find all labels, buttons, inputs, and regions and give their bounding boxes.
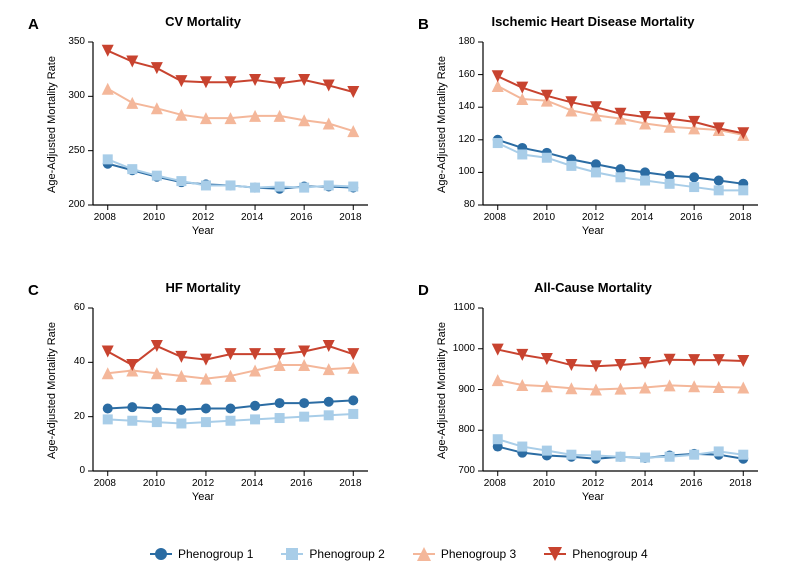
x-tick-label: 2012 (582, 212, 604, 223)
legend-item: Phenogroup 3 (413, 547, 516, 561)
legend: Phenogroup 1 Phenogroup 2 Phenogroup 3 P… (150, 547, 648, 561)
x-tick-label: 2008 (484, 212, 506, 223)
x-tick-label: 2016 (290, 212, 312, 223)
chart-title: Ischemic Heart Disease Mortality (418, 14, 768, 29)
y-tick-label: 1100 (453, 302, 475, 313)
x-tick-label: 2010 (533, 212, 555, 223)
y-tick-label: 800 (458, 424, 475, 435)
x-tick-label: 2014 (631, 478, 653, 489)
panel-allcause-mortality: DAll-Cause Mortality70080090010001100200… (418, 278, 768, 513)
x-axis-label: Year (28, 225, 378, 237)
x-tick-label: 2008 (484, 478, 506, 489)
x-tick-label: 2012 (192, 212, 214, 223)
x-tick-label: 2008 (94, 212, 116, 223)
y-tick-label: 180 (458, 36, 475, 47)
x-tick-label: 2012 (582, 478, 604, 489)
x-axis-label: Year (28, 491, 378, 503)
legend-item: Phenogroup 1 (150, 547, 253, 561)
y-tick-label: 40 (74, 356, 85, 367)
panel-cv-mortality: ACV Mortality200250300350200820102012201… (28, 12, 378, 247)
chart-title: CV Mortality (28, 14, 378, 29)
y-axis-label: Age-Adjusted Mortality Rate (46, 56, 58, 193)
y-tick-label: 120 (458, 134, 475, 145)
x-tick-label: 2010 (533, 478, 555, 489)
y-tick-label: 350 (68, 36, 85, 47)
x-axis-label: Year (418, 491, 768, 503)
y-tick-label: 140 (458, 101, 475, 112)
legend-label: Phenogroup 3 (441, 547, 516, 561)
legend-item: Phenogroup 2 (281, 547, 384, 561)
x-tick-label: 2016 (680, 478, 702, 489)
x-tick-label: 2018 (729, 212, 751, 223)
x-tick-label: 2016 (290, 478, 312, 489)
y-tick-label: 80 (464, 199, 475, 210)
legend-label: Phenogroup 1 (178, 547, 253, 561)
legend-label: Phenogroup 4 (572, 547, 647, 561)
x-axis-label: Year (418, 225, 768, 237)
y-tick-label: 200 (68, 199, 85, 210)
x-tick-label: 2014 (241, 478, 263, 489)
panel-ihd-mortality: BIschemic Heart Disease Mortality8010012… (418, 12, 768, 247)
y-tick-label: 100 (458, 166, 475, 177)
x-tick-label: 2010 (143, 212, 165, 223)
x-tick-label: 2016 (680, 212, 702, 223)
figure-grid: { "layout":{ "width":790,"height":579, "… (0, 0, 790, 579)
y-axis-label: Age-Adjusted Mortality Rate (436, 322, 448, 459)
x-tick-label: 2014 (241, 212, 263, 223)
panel-hf-mortality: CHF Mortality020406020082010201220142016… (28, 278, 378, 513)
y-tick-label: 160 (458, 69, 475, 80)
x-tick-label: 2018 (339, 212, 361, 223)
y-tick-label: 900 (458, 384, 475, 395)
y-axis-label: Age-Adjusted Mortality Rate (436, 56, 448, 193)
legend-item: Phenogroup 4 (544, 547, 647, 561)
y-axis-label: Age-Adjusted Mortality Rate (46, 322, 58, 459)
legend-label: Phenogroup 2 (309, 547, 384, 561)
chart-title: HF Mortality (28, 280, 378, 295)
y-tick-label: 700 (458, 465, 475, 476)
x-tick-label: 2010 (143, 478, 165, 489)
y-tick-label: 300 (68, 90, 85, 101)
x-tick-label: 2008 (94, 478, 116, 489)
y-tick-label: 0 (79, 465, 85, 476)
y-tick-label: 1000 (453, 343, 475, 354)
y-tick-label: 20 (74, 411, 85, 422)
x-tick-label: 2018 (339, 478, 361, 489)
x-tick-label: 2018 (729, 478, 751, 489)
x-tick-label: 2014 (631, 212, 653, 223)
chart-title: All-Cause Mortality (418, 280, 768, 295)
y-tick-label: 250 (68, 145, 85, 156)
x-tick-label: 2012 (192, 478, 214, 489)
y-tick-label: 60 (74, 302, 85, 313)
